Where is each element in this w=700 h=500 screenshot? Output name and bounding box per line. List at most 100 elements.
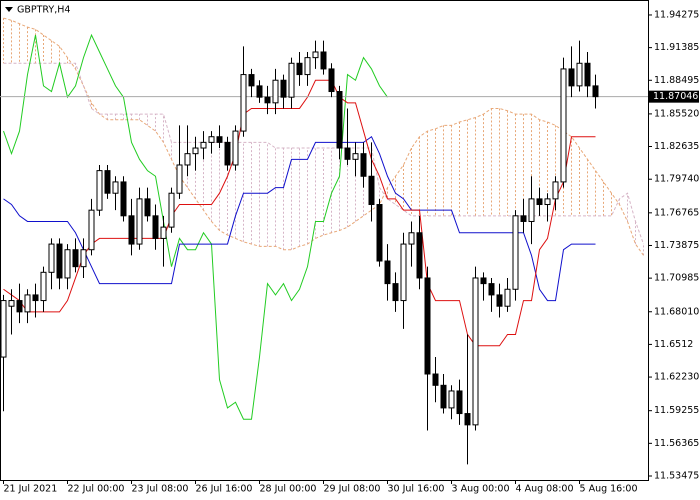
- candle-body: [432, 373, 439, 386]
- candle-body: [256, 85, 263, 98]
- candle-body: [144, 198, 151, 217]
- candle-body: [504, 288, 511, 307]
- candle-body: [104, 170, 111, 194]
- y-tick-label: 11.91385: [654, 42, 699, 53]
- y-tick-label: 11.68010: [654, 306, 699, 317]
- y-tick-label: 11.82635: [654, 141, 699, 152]
- candle-body: [496, 294, 503, 307]
- candle-body: [280, 79, 287, 98]
- candle-body: [304, 57, 311, 76]
- candle-body: [88, 209, 95, 251]
- y-tick-label: 11.76765: [654, 207, 699, 218]
- line-tenkan: [3, 79, 596, 347]
- x-tick-label: 26 Jul 16:00: [196, 484, 253, 495]
- candle-body: [480, 277, 487, 285]
- y-tick-label: 11.88495: [654, 75, 699, 86]
- candle-body: [296, 62, 303, 76]
- candle-body: [384, 260, 391, 285]
- candle-body: [8, 300, 15, 307]
- candle-body: [376, 204, 383, 262]
- candle-body: [168, 192, 175, 228]
- candle-body: [272, 79, 279, 104]
- candle-body: [40, 271, 47, 302]
- x-tick-label: 21 Jul 2021: [4, 484, 58, 495]
- candle-body: [136, 198, 143, 245]
- candle-body: [584, 62, 591, 87]
- plot-frame: [0, 0, 649, 481]
- candle-body: [216, 136, 223, 143]
- x-tick-label: 3 Aug 00:00: [452, 484, 510, 495]
- candle-body: [488, 283, 495, 296]
- line-span_b: [3, 62, 644, 245]
- candle-body: [424, 277, 431, 375]
- candle-body: [360, 153, 367, 177]
- candle-body: [456, 390, 463, 415]
- candle-body: [472, 277, 479, 426]
- candle-body: [512, 215, 519, 290]
- candle-body: [176, 164, 183, 194]
- candle-body: [120, 181, 127, 217]
- candle-body: [520, 215, 527, 222]
- candle-body: [400, 243, 407, 302]
- candle-body: [408, 232, 415, 245]
- candle-body: [72, 249, 79, 268]
- candle-body: [416, 232, 423, 279]
- candle-body: [592, 85, 599, 98]
- candle-body: [344, 147, 351, 160]
- candle-body: [200, 141, 207, 149]
- candle-body: [160, 226, 167, 239]
- x-tick-label: 23 Jul 08:00: [132, 484, 189, 495]
- y-tick-label: 11.70985: [654, 273, 699, 284]
- candle-body: [464, 413, 471, 426]
- candle-body: [248, 74, 255, 87]
- candle-body: [288, 62, 295, 98]
- chart-title: GBPTRY,H4: [17, 5, 70, 16]
- candle-body: [320, 51, 327, 70]
- candle-body: [128, 215, 135, 245]
- x-tick-label: 28 Jul 00:00: [260, 484, 317, 495]
- candle-body: [56, 243, 63, 279]
- candle-body: [392, 283, 399, 302]
- x-tick-label: 22 Jul 00:00: [68, 484, 125, 495]
- candle-body: [576, 62, 583, 87]
- candle-body: [48, 243, 55, 273]
- candle-body: [192, 147, 199, 155]
- price-tag: 11.87046: [653, 91, 698, 102]
- candle-body: [368, 175, 375, 206]
- price-tag-bg: [649, 90, 699, 103]
- y-tick-label: 11.79740: [654, 174, 699, 185]
- x-tick-label: 4 Aug 08:00: [516, 484, 574, 495]
- line-kijun: [3, 135, 596, 302]
- candle-body: [312, 51, 319, 59]
- candle-body: [544, 198, 551, 206]
- y-tick-label: 11.73875: [654, 240, 699, 251]
- y-tick-label: 11.6512: [654, 339, 693, 350]
- x-tick-label: 29 Jul 08:00: [324, 484, 381, 495]
- y-tick-label: 11.85520: [654, 108, 699, 119]
- candle-body: [96, 170, 103, 211]
- line-chikou: [3, 33, 388, 420]
- candle-body: [224, 141, 231, 166]
- candle-body: [208, 136, 215, 143]
- x-tick-label: 5 Aug 16:00: [580, 484, 638, 495]
- x-tick-label: 30 Jul 16:00: [388, 484, 445, 495]
- candle-body: [448, 390, 455, 409]
- candle-body: [80, 249, 87, 268]
- candle-body: [0, 300, 7, 358]
- candle-body: [552, 181, 559, 200]
- candle-body: [264, 96, 271, 104]
- candle-body: [336, 91, 343, 149]
- candle-body: [32, 294, 39, 302]
- y-tick-label: 11.59255: [654, 405, 699, 416]
- candle-body: [560, 68, 567, 183]
- y-tick-label: 11.62230: [654, 372, 699, 383]
- candle-body: [240, 74, 247, 132]
- candle-body: [16, 300, 23, 313]
- candle-body: [536, 198, 543, 206]
- candle-body: [24, 294, 31, 313]
- candle-body: [568, 68, 575, 87]
- candle-body: [152, 215, 159, 239]
- candle-body: [112, 181, 119, 194]
- candle-body: [328, 68, 335, 93]
